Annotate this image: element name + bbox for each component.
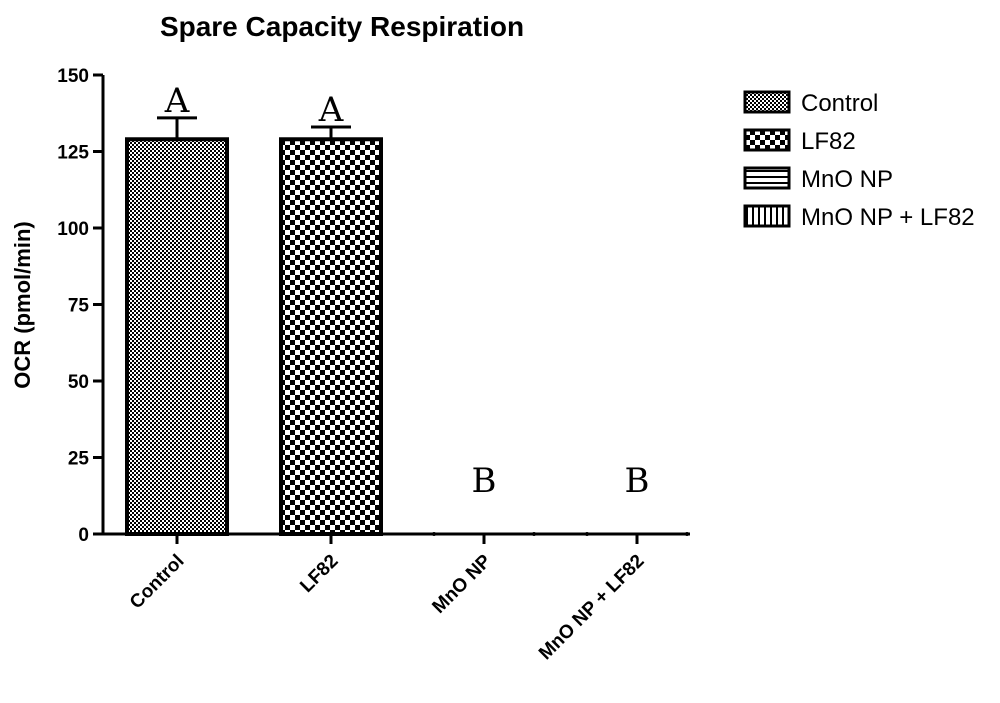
significance-label: A	[318, 90, 344, 130]
x-tick-label: MnO NP + LF82	[535, 551, 649, 665]
x-tick-label: MnO NP	[428, 550, 495, 617]
legend: Control LF82 MnO NP MnO NP + LF82	[743, 90, 975, 231]
legend-entry: MnO NP	[801, 166, 893, 193]
y-tick-label: 50	[68, 372, 89, 393]
legend-entry: Control	[801, 90, 878, 117]
legend-entry: MnO NP + LF82	[801, 204, 975, 231]
significance-label: B	[472, 461, 497, 501]
legend-entry: LF82	[801, 128, 856, 155]
y-tick-label: 75	[68, 296, 90, 317]
bar	[279, 137, 383, 536]
legend-swatch	[743, 204, 791, 228]
x-tick-label: Control	[126, 551, 189, 614]
y-tick-label: 0	[78, 525, 89, 546]
legend-swatch	[743, 128, 791, 152]
y-tick-label: 125	[57, 143, 89, 164]
significance-label: A	[164, 81, 190, 121]
plot-area: 0 25 50 75 100 125 150 A Control A LF82 B MnO NP B MnO…	[57, 66, 690, 664]
y-axis-label: OCR (pmol/min)	[10, 221, 35, 388]
bar	[587, 533, 687, 534]
x-tick-label: LF82	[296, 551, 342, 597]
bar	[125, 137, 229, 536]
legend-swatch	[743, 166, 791, 190]
legend-swatch	[743, 90, 791, 114]
significance-label: B	[625, 461, 650, 501]
chart-title: Spare Capacity Respiration	[160, 11, 524, 42]
bar	[434, 533, 534, 534]
y-tick-label: 25	[68, 449, 90, 470]
y-tick-label: 100	[57, 219, 89, 240]
y-tick-label: 150	[57, 66, 89, 87]
